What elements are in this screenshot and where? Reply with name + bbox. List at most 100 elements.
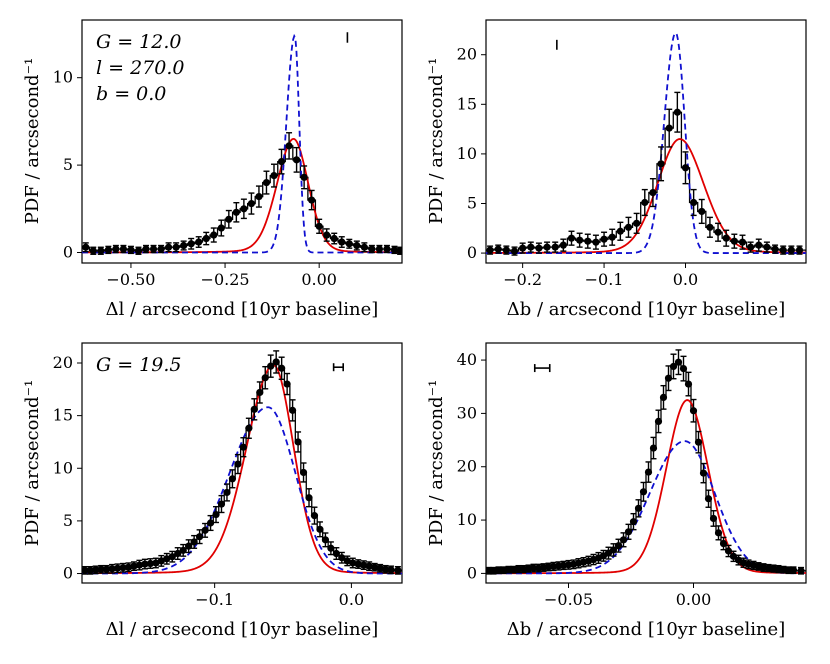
data-point — [247, 199, 256, 208]
y-tick-label: 0 — [63, 243, 73, 262]
data-point — [730, 237, 738, 245]
data-point — [624, 528, 633, 536]
data-point — [394, 566, 402, 574]
data-point — [567, 234, 576, 242]
y-tick-label: 0 — [467, 243, 477, 262]
data-point — [669, 362, 678, 371]
blue-dashed-model-line — [486, 440, 806, 575]
data-point — [97, 247, 105, 255]
red-model-line — [82, 364, 402, 575]
data-point — [619, 536, 628, 544]
data-point — [223, 488, 231, 497]
y-axis-label: PDF / arcsecond⁻¹ — [426, 58, 447, 225]
data-point — [353, 241, 361, 250]
data-point — [196, 533, 204, 541]
data-point — [371, 563, 379, 571]
data-point — [755, 241, 763, 249]
data-point — [185, 542, 193, 550]
data-point — [277, 158, 286, 166]
data-point — [724, 547, 733, 555]
plot-frame — [81, 19, 403, 264]
y-tick-label: 15 — [53, 406, 73, 425]
y-tick-label: 20 — [457, 45, 477, 64]
data-point — [108, 565, 116, 573]
x-tick-label: −0.1 — [585, 270, 624, 289]
y-tick-label: 10 — [457, 144, 477, 163]
data-point — [267, 362, 275, 370]
data-point — [396, 247, 402, 255]
data-point — [673, 108, 681, 116]
red-model-line — [486, 138, 806, 254]
data-point — [130, 562, 138, 570]
data-point — [681, 164, 690, 172]
data-point — [664, 374, 673, 382]
data-point — [644, 468, 653, 476]
data-point — [206, 519, 215, 527]
data-point — [719, 539, 728, 548]
data-point — [323, 231, 331, 239]
data-point — [684, 380, 693, 388]
data-point — [310, 512, 319, 520]
data-point — [789, 566, 798, 574]
y-axis-label: PDF / arcsecond⁻¹ — [22, 380, 43, 547]
data-point — [704, 495, 713, 503]
data-point — [375, 245, 384, 253]
data-point — [674, 358, 683, 366]
data-point — [657, 160, 665, 168]
data-point — [285, 142, 293, 150]
data-point — [164, 243, 173, 251]
data-point — [387, 566, 395, 574]
data-point — [157, 557, 165, 565]
data-point — [519, 244, 527, 252]
y-tick-label: 10 — [457, 510, 477, 529]
x-tick-label: −0.2 — [503, 270, 542, 289]
data-point — [390, 246, 399, 254]
data-point — [270, 171, 278, 180]
data-layer — [486, 349, 806, 575]
data-point — [168, 553, 176, 561]
data-point — [187, 240, 195, 248]
data-point — [706, 223, 714, 231]
data-point — [559, 241, 567, 249]
data-point — [104, 246, 112, 254]
data-point — [649, 188, 657, 197]
data-point — [679, 365, 688, 373]
data-point — [89, 247, 97, 255]
y-tick-label: 15 — [457, 94, 477, 113]
data-point — [592, 238, 600, 246]
data-point — [299, 468, 308, 477]
y-tick-label: 5 — [63, 511, 73, 530]
data-point — [338, 238, 346, 246]
data-point — [365, 562, 373, 570]
data-point — [381, 565, 390, 573]
data-point — [190, 538, 198, 546]
data-point — [142, 245, 150, 253]
data-point — [92, 566, 100, 574]
data-point — [82, 566, 89, 574]
annotation-b: b = 0.0 — [96, 83, 166, 105]
data-point — [349, 559, 357, 567]
data-point — [179, 546, 187, 554]
data-point — [639, 488, 648, 496]
data-point — [234, 460, 242, 468]
data-point — [608, 233, 616, 241]
data-point — [797, 567, 805, 575]
data-point — [634, 504, 643, 512]
x-axis-label: Δb / arcsecond [10yr baseline] — [507, 619, 785, 640]
data-point — [486, 246, 494, 254]
data-point — [225, 215, 233, 223]
data-point — [124, 563, 133, 571]
data-point — [146, 559, 154, 568]
data-point — [543, 243, 551, 251]
data-point — [494, 245, 502, 253]
blue-dashed-model-line — [486, 31, 806, 254]
data-point — [294, 438, 302, 446]
red-model-line — [82, 137, 402, 254]
data-point — [551, 243, 559, 251]
x-tick-label: 0.0 — [339, 590, 364, 609]
data-point — [504, 566, 513, 574]
data-point — [163, 555, 171, 563]
x-tick-label: −0.25 — [201, 270, 250, 289]
x-tick-label: 0.0 — [673, 270, 698, 289]
data-point — [376, 564, 384, 572]
